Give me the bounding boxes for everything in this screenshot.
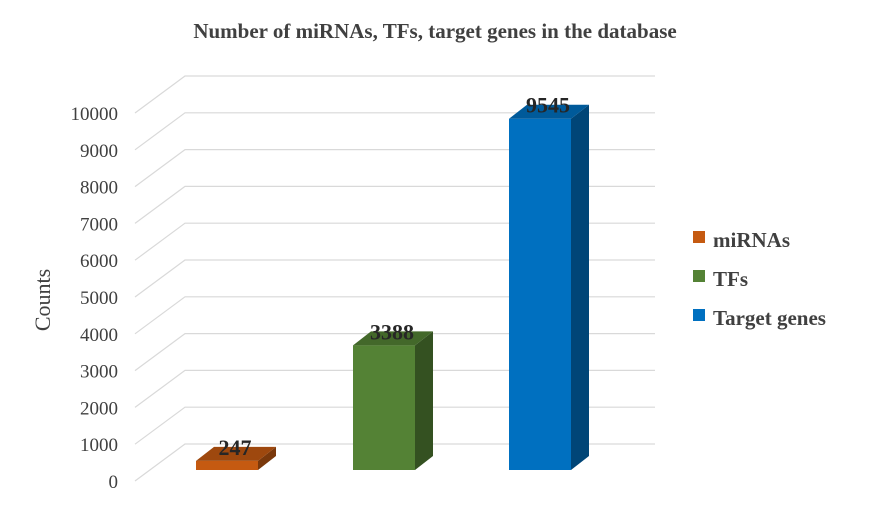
bar-side-face — [415, 331, 433, 470]
bar-front-face — [196, 460, 258, 470]
gridline — [134, 406, 655, 445]
data-label: 247 — [219, 435, 252, 460]
legend-swatch — [693, 309, 705, 321]
bar-target-genes — [509, 104, 589, 470]
bar-front-face — [353, 345, 415, 470]
legend: miRNAs TFs Target genes — [693, 228, 826, 330]
bar-top-face — [353, 331, 433, 346]
legend-label: TFs — [713, 267, 748, 291]
bar-side-face — [571, 104, 589, 470]
gridline — [134, 259, 655, 298]
gridline — [134, 443, 655, 482]
gridline — [134, 369, 655, 408]
y-tick-label: 2000 — [80, 398, 118, 419]
y-tick-label: 6000 — [80, 251, 118, 272]
y-tick-label: 3000 — [80, 362, 118, 383]
y-axis-ticks: 0 1000 2000 3000 4000 5000 6000 7000 8000 9000 100… — [71, 104, 119, 493]
gridline — [134, 75, 655, 114]
gridlines — [134, 75, 655, 482]
y-axis-label: Counts — [30, 269, 55, 331]
legend-label: miRNAs — [713, 228, 790, 252]
bar-mirnas — [196, 446, 276, 470]
bars — [196, 104, 589, 470]
gridline — [134, 222, 655, 261]
y-tick-label: 9000 — [80, 141, 118, 162]
gridline — [134, 185, 655, 224]
gridline — [134, 149, 655, 188]
gridline — [134, 333, 655, 372]
bar-side-face — [258, 446, 276, 470]
y-tick-label: 1000 — [80, 435, 118, 456]
chart-title: Number of miRNAs, TFs, target genes in t… — [193, 19, 676, 43]
bar-tfs — [353, 331, 433, 470]
y-tick-label: 7000 — [80, 214, 118, 235]
data-label: 3388 — [370, 319, 414, 344]
legend-swatch — [693, 270, 705, 282]
legend-label: Target genes — [713, 306, 826, 330]
y-tick-label: 8000 — [80, 178, 118, 199]
bar-top-face — [509, 104, 589, 119]
legend-swatch — [693, 231, 705, 243]
y-tick-label: 0 — [109, 472, 119, 493]
data-labels: 247 3388 9545 — [219, 93, 571, 460]
y-tick-label: 4000 — [80, 325, 118, 346]
bar-top-face — [196, 446, 276, 461]
bar-front-face — [509, 118, 571, 470]
y-tick-label: 10000 — [71, 104, 119, 125]
gridline — [134, 112, 655, 151]
data-label: 9545 — [526, 93, 570, 118]
y-tick-label: 5000 — [80, 288, 118, 309]
gridline — [134, 296, 655, 335]
